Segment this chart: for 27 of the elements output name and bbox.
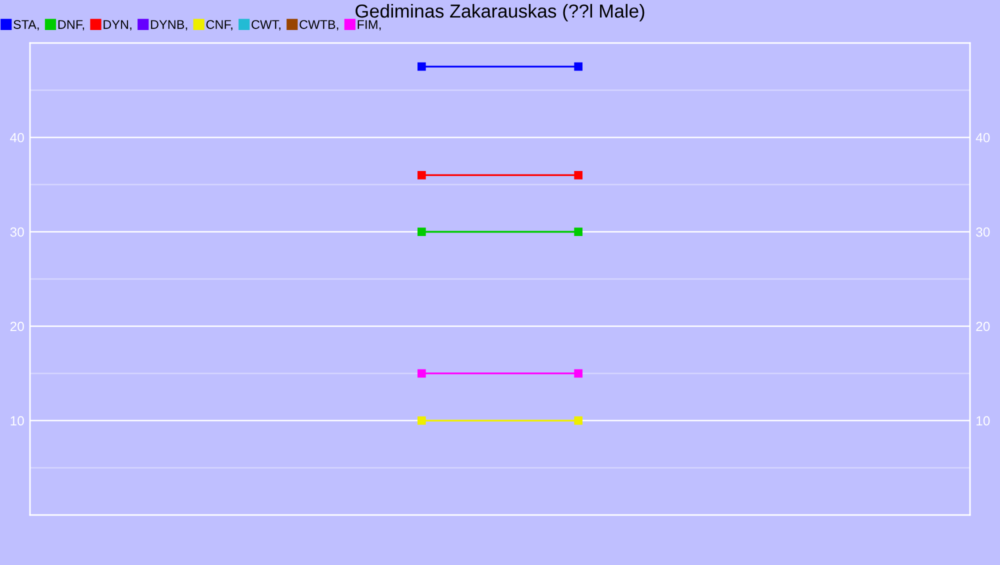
y2-tick-label: 30 (976, 227, 990, 237)
legend-label: CWTB, (300, 20, 338, 30)
point (574, 228, 582, 236)
point (418, 369, 426, 378)
legend-label: STA, (14, 20, 39, 30)
legend-label: FIM, (358, 20, 381, 30)
point (418, 170, 426, 180)
legend-label: DYN, (104, 20, 132, 30)
y2-tick-label: 20 (976, 322, 990, 332)
y-tick-label: 10 (10, 416, 24, 426)
legend-label: CNF, (206, 20, 232, 30)
point (418, 62, 426, 71)
legend-label: DNF, (58, 20, 84, 30)
y2-tick-label: 10 (976, 416, 990, 426)
legend-label: DYNB, (151, 20, 188, 30)
chart-title: Gediminas Zakarauskas (??l Male) (356, 4, 644, 22)
y-tick-label: 20 (10, 322, 24, 332)
point (418, 228, 426, 236)
point (574, 170, 582, 180)
point (574, 62, 582, 71)
point (574, 369, 582, 378)
y-tick-label: 40 (10, 132, 24, 142)
point (418, 416, 426, 425)
y-tick-label: 30 (10, 227, 24, 237)
point (574, 416, 582, 425)
y2-tick-label: 40 (976, 132, 990, 142)
legend-label: CWT, (252, 20, 280, 30)
